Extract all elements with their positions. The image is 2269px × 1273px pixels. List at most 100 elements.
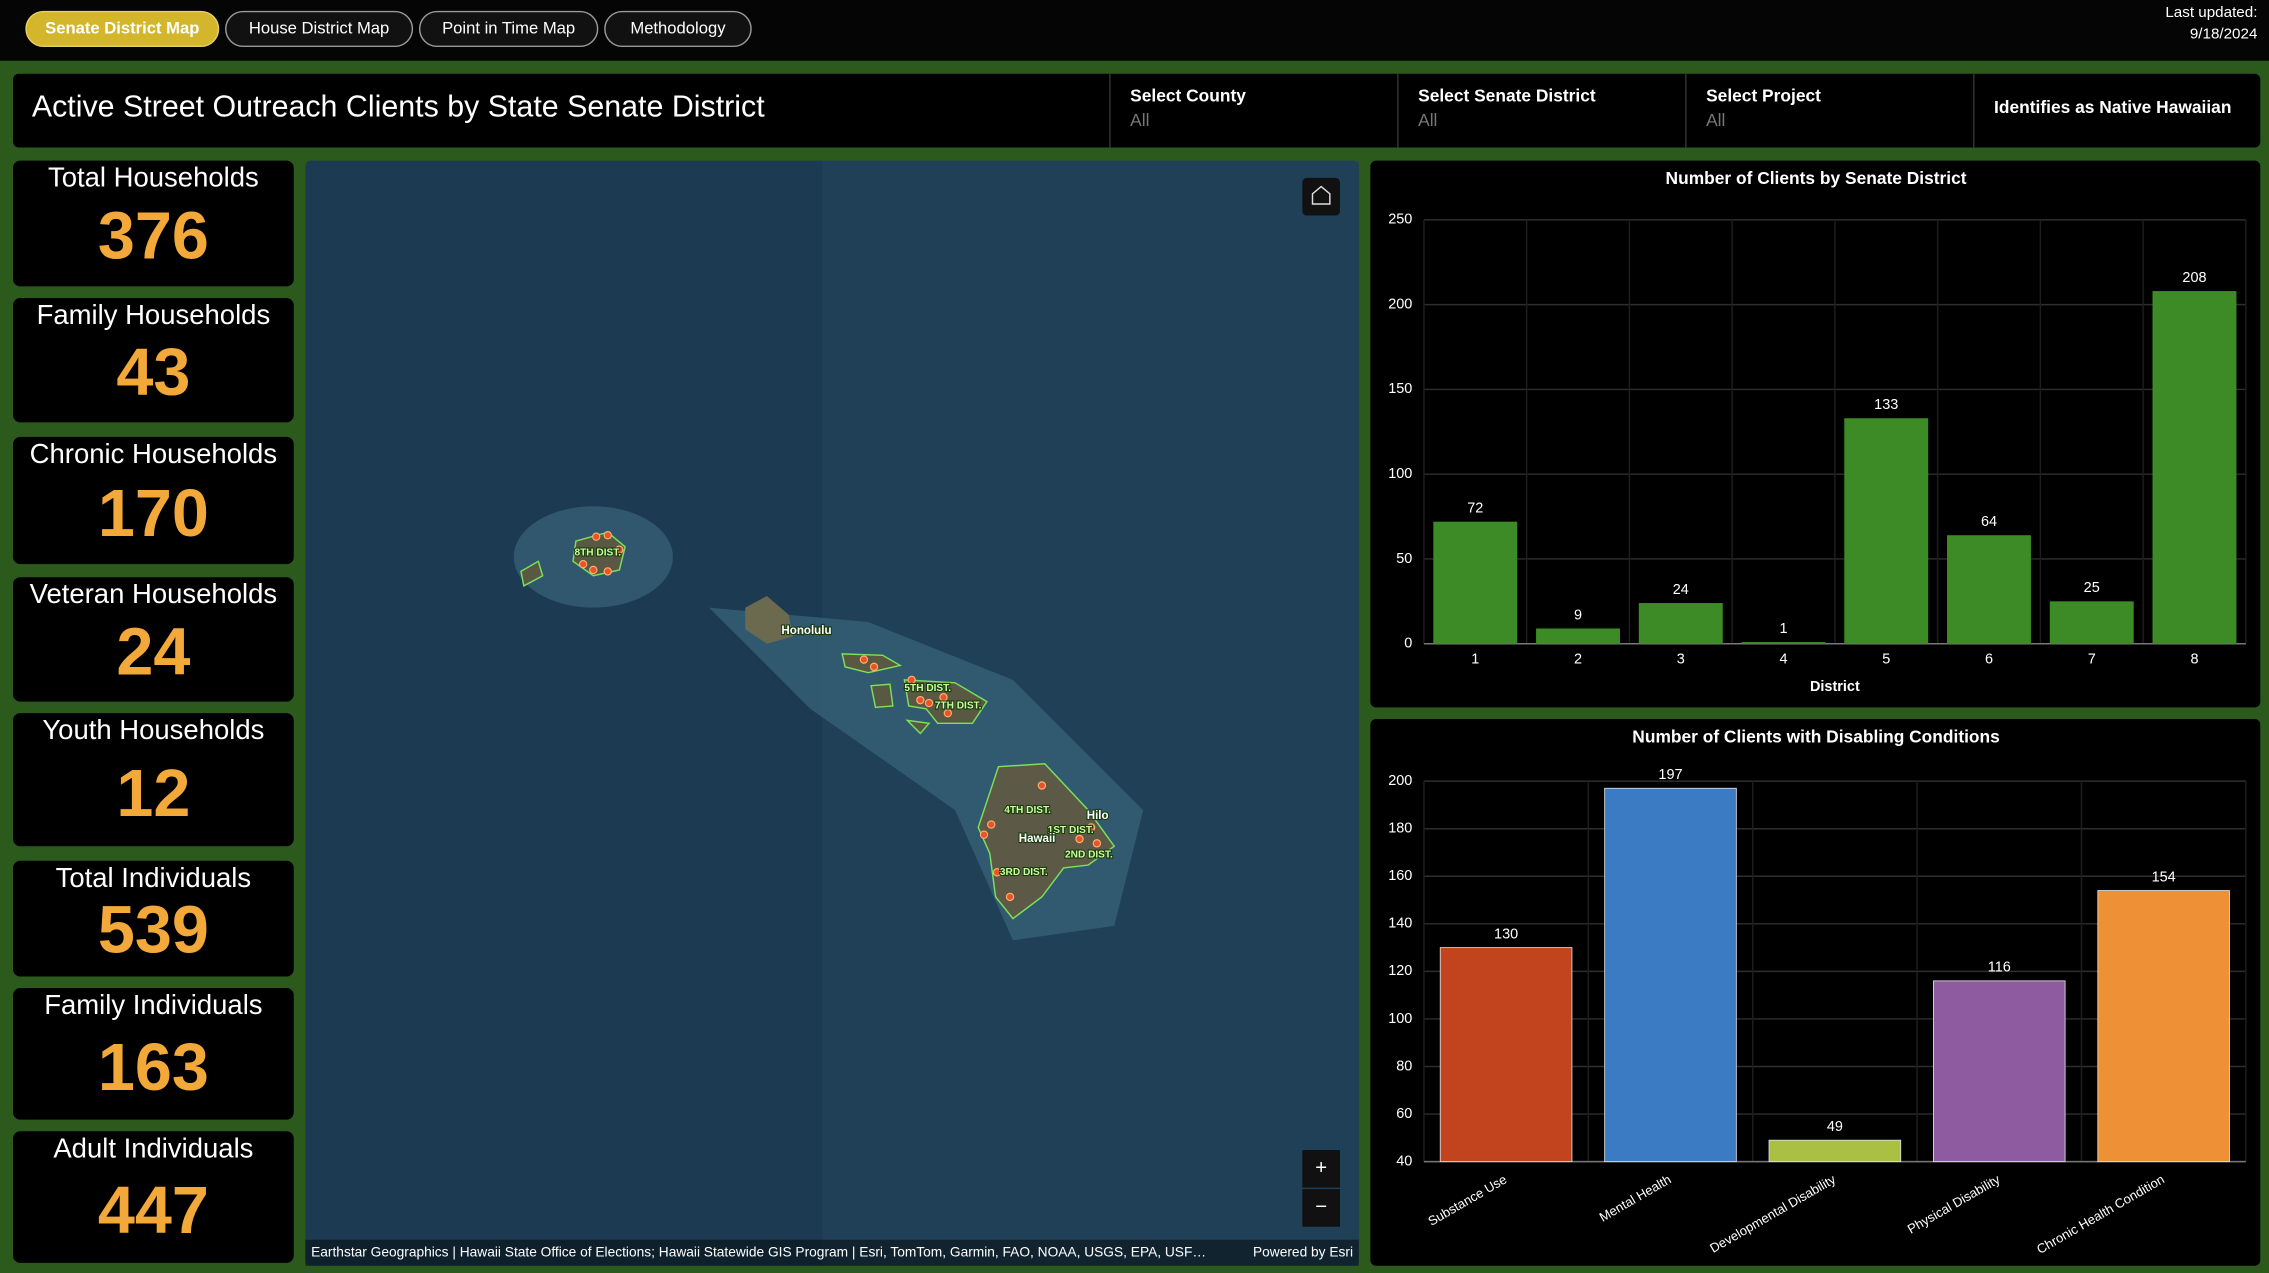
data-label: 197 [1658, 767, 1682, 783]
filter-value[interactable]: All [1418, 110, 1437, 130]
x-tick-label: 3 [1677, 651, 1685, 667]
y-tick-label: 120 [1388, 963, 1412, 979]
y-tick-label: 100 [1388, 466, 1412, 482]
bar [1604, 787, 1737, 1163]
kpi-value: 539 [98, 893, 209, 967]
x-tick-label: 7 [2088, 651, 2096, 667]
tab[interactable] [418, 10, 599, 48]
bar [1439, 947, 1573, 1163]
tab[interactable] [225, 10, 414, 48]
kpi-label: Total Households [48, 162, 259, 193]
data-label: 64 [1981, 514, 1997, 530]
filter-value[interactable]: All [1130, 110, 1149, 130]
data-label: 72 [1467, 500, 1483, 516]
kpi-label: Chronic Households [30, 438, 277, 469]
filter-label[interactable]: Select Project [1706, 86, 1821, 106]
map-label: 7TH DIST. [935, 701, 982, 712]
chart-panel [1370, 160, 2261, 708]
zoom-in[interactable] [1302, 1150, 1340, 1188]
tab-active[interactable] [25, 10, 220, 48]
bar [2152, 291, 2237, 644]
data-label: 9 [1574, 607, 1582, 623]
x-tick-label: 4 [1779, 651, 1787, 667]
zoom-in-label[interactable]: + [1315, 1157, 1327, 1179]
header [13, 73, 2261, 148]
bar [1536, 628, 1620, 644]
chart-title: Number of Clients with Disabling Conditi… [1632, 726, 2000, 746]
last-updated-label: Last updated: [2165, 4, 2257, 21]
kpi-label: Veteran Households [30, 578, 277, 609]
kpi-label: Youth Households [42, 714, 264, 745]
y-tick-label: 60 [1396, 1106, 1412, 1122]
data-label: 130 [1494, 926, 1518, 942]
kpi-label: Family Individuals [44, 989, 262, 1020]
map-label: 1ST DIST. [1048, 825, 1094, 836]
kpi-label: Family Households [37, 299, 271, 330]
bar [1741, 642, 1826, 644]
kpi-card [13, 1131, 294, 1263]
x-tick-label: 8 [2190, 651, 2198, 667]
island [870, 683, 894, 709]
y-tick-label: 160 [1388, 868, 1412, 884]
map-label: Hawaii [1019, 833, 1056, 845]
map-label: 5TH DIST. [904, 683, 951, 694]
x-tick-label: 5 [1882, 651, 1890, 667]
map-label: 8TH DIST. [574, 547, 621, 558]
kpi-card [13, 577, 294, 702]
island [841, 653, 903, 674]
kpi-label: Adult Individuals [53, 1132, 253, 1163]
attribution: Earthstar Geographics | Hawaii State Off… [311, 1244, 1206, 1259]
tab-label[interactable]: Point in Time Map [442, 18, 575, 37]
y-tick-label: 0 [1404, 636, 1412, 652]
tab[interactable] [604, 10, 752, 48]
bar [1932, 980, 2066, 1163]
kpi-card [13, 860, 294, 977]
zoom-out-label[interactable]: − [1315, 1196, 1327, 1218]
kpi-value: 24 [116, 615, 190, 689]
filter-label[interactable]: Select Senate District [1418, 86, 1596, 106]
home-icon[interactable] [1311, 185, 1331, 205]
x-tick-label: 1 [1471, 651, 1479, 667]
island [977, 763, 1116, 920]
y-tick-label: 40 [1396, 1153, 1412, 1169]
kpi-value: 12 [116, 757, 190, 831]
data-label: 24 [1673, 582, 1689, 598]
last-updated: 9/18/2024 [2190, 26, 2258, 43]
y-tick-label: 150 [1388, 381, 1412, 397]
tab-label[interactable]: Methodology [630, 18, 726, 37]
kpi-card [13, 436, 294, 565]
island [745, 595, 793, 644]
kpi-card [13, 160, 294, 287]
map: 8TH DIST. Honolulu 5TH DIST. 7TH DIST. 4… [305, 160, 1359, 1266]
powered-by: Powered by Esri [1253, 1244, 1353, 1259]
home-button[interactable] [1302, 177, 1340, 216]
bar [1433, 521, 1518, 644]
y-tick-label: 200 [1388, 773, 1412, 789]
markers [578, 531, 1102, 902]
tab-label[interactable]: House District Map [249, 18, 389, 37]
kpi-value: 43 [116, 336, 190, 410]
filter-value[interactable]: All [1706, 110, 1725, 130]
kpi-value: 447 [98, 1174, 209, 1248]
bar [1768, 1139, 1902, 1163]
filter-toggle[interactable]: Identifies as Native Hawaiian [1994, 97, 2231, 117]
data-label: 49 [1827, 1119, 1843, 1135]
zoom-out[interactable] [1302, 1189, 1340, 1227]
map-label: Hilo [1087, 810, 1109, 822]
y-tick-label: 250 [1388, 212, 1412, 228]
kpi-card [13, 713, 294, 847]
attribution-bar [305, 1239, 1359, 1266]
data-label: 154 [2152, 869, 2176, 885]
x-tick-label: 6 [1985, 651, 1993, 667]
filter-label[interactable]: Select County [1130, 86, 1246, 106]
data-label: 133 [1874, 397, 1898, 413]
data-label: 116 [1988, 960, 2011, 976]
kpi-value: 163 [98, 1031, 209, 1105]
data-label: 1 [1779, 621, 1787, 637]
bar [2097, 890, 2230, 1163]
y-tick-label: 200 [1388, 296, 1412, 312]
tab-label[interactable]: Senate District Map [45, 18, 199, 37]
bar [2049, 601, 2134, 644]
y-tick-label: 140 [1388, 916, 1412, 932]
